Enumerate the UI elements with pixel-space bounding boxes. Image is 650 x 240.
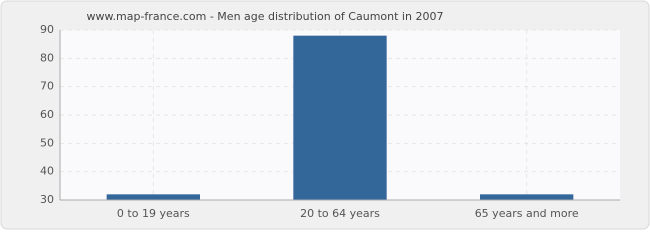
x-tick-label: 65 years and more (475, 207, 579, 220)
y-tick-label: 70 (40, 80, 54, 93)
bar (480, 194, 574, 200)
bar (106, 194, 200, 200)
x-tick-label: 0 to 19 years (117, 207, 190, 220)
x-tick-label: 20 to 64 years (300, 207, 380, 220)
chart-title: www.map-france.com - Men age distributio… (87, 10, 444, 23)
bar (293, 35, 387, 200)
y-tick-label: 40 (40, 165, 54, 178)
y-tick-label: 50 (40, 136, 54, 149)
chart: www.map-france.com - Men age distributio… (0, 0, 650, 230)
y-tick-label: 60 (40, 108, 54, 121)
y-tick-label: 30 (40, 193, 54, 206)
y-tick-label: 80 (40, 51, 54, 64)
y-tick-label: 90 (40, 23, 54, 36)
